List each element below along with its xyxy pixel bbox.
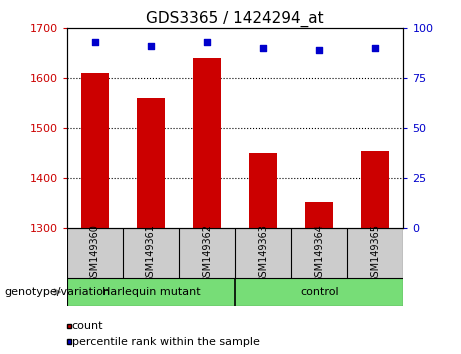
Text: GSM149363: GSM149363	[258, 224, 268, 282]
Text: genotype/variation: genotype/variation	[5, 287, 111, 297]
Bar	[361, 151, 390, 228]
Point	[203, 40, 211, 45]
Point	[260, 46, 267, 51]
Point	[91, 40, 99, 45]
Text: GSM149364: GSM149364	[314, 224, 324, 282]
Bar	[137, 98, 165, 228]
Title: GDS3365 / 1424294_at: GDS3365 / 1424294_at	[146, 11, 324, 27]
Text: control: control	[300, 287, 338, 297]
Text: Harlequin mutant: Harlequin mutant	[102, 287, 200, 297]
Bar	[305, 202, 333, 228]
Text: GSM149362: GSM149362	[202, 224, 212, 282]
Text: percentile rank within the sample: percentile rank within the sample	[72, 337, 260, 347]
Point	[372, 46, 379, 51]
Text: GSM149360: GSM149360	[90, 224, 100, 282]
Point	[147, 44, 154, 49]
Point	[315, 47, 323, 53]
Bar	[193, 58, 221, 228]
Text: GSM149365: GSM149365	[370, 224, 380, 282]
Bar	[249, 153, 277, 228]
Bar	[81, 73, 109, 228]
Text: GSM149361: GSM149361	[146, 224, 156, 282]
Text: count: count	[72, 321, 103, 331]
